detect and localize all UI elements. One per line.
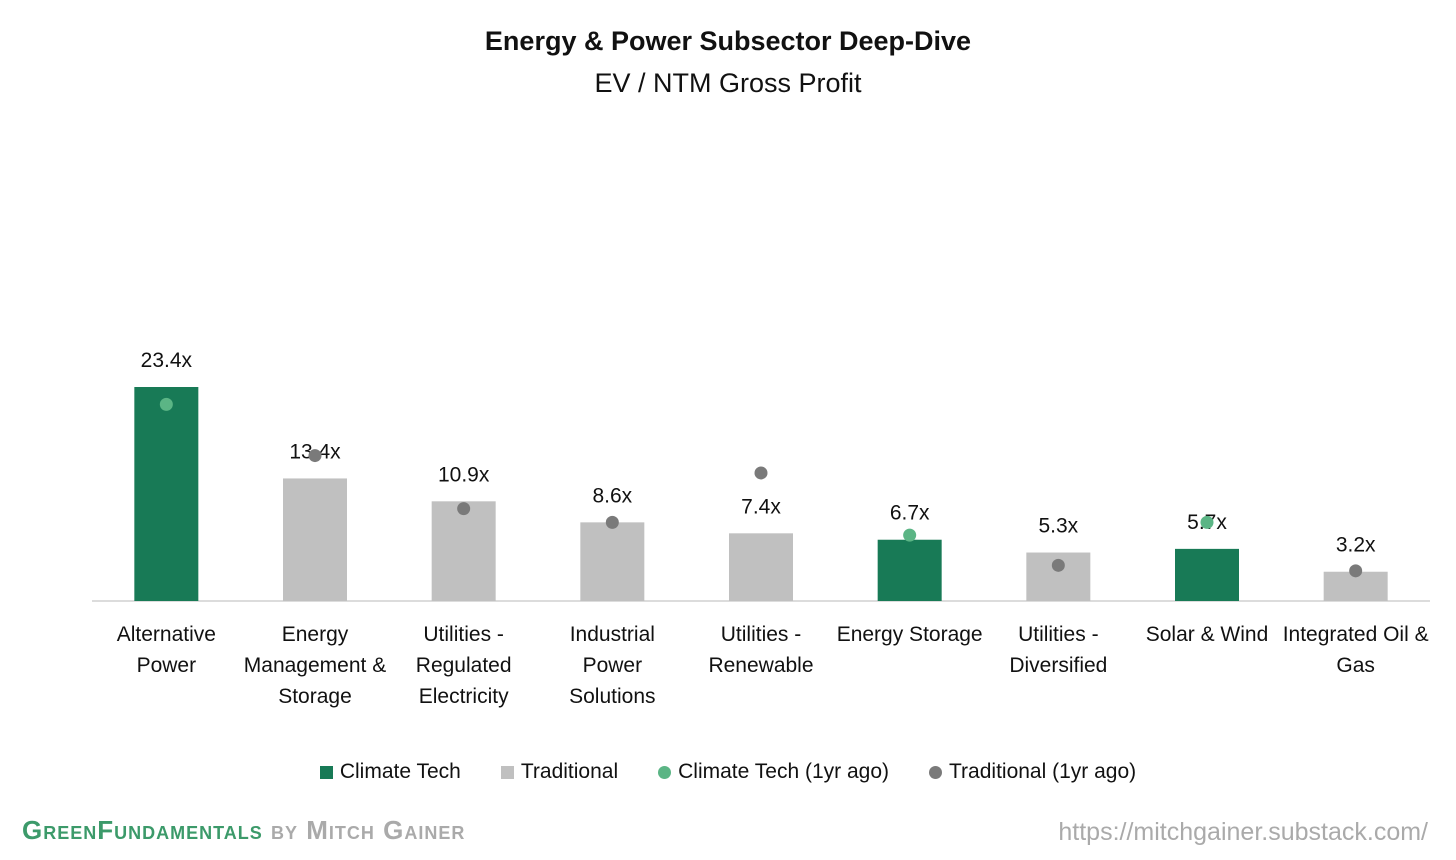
x-tick-label: Energy Storage	[836, 623, 983, 646]
value-label: 7.4x	[741, 495, 781, 518]
x-tick-label: Utilities - Regulated Electricity	[415, 623, 512, 708]
dot	[308, 449, 322, 463]
dot	[1051, 558, 1065, 572]
legend-label: Traditional (1yr ago)	[949, 760, 1137, 783]
x-tick-label: Integrated Oil & Gas	[1282, 623, 1429, 677]
brand-name: GreenFundamentals	[22, 815, 263, 845]
source-url: https://mitchgainer.substack.com/	[1058, 818, 1428, 846]
value-label: 3.2x	[1336, 534, 1376, 557]
legend-item: Climate Tech	[319, 760, 461, 784]
bar	[877, 539, 942, 601]
legend-swatch	[658, 765, 672, 779]
value-label: 23.4x	[141, 349, 193, 372]
dot	[457, 502, 471, 516]
x-tick-label: Alternative Power	[116, 623, 216, 677]
bar	[729, 533, 793, 601]
bar	[580, 522, 645, 601]
legend-swatch	[500, 765, 514, 779]
x-tick-label: Solar & Wind	[1145, 623, 1269, 646]
value-label: 6.7x	[890, 502, 930, 525]
bar	[431, 501, 496, 601]
legend-swatch	[319, 765, 333, 779]
legend: Climate Tech Traditional Climate Tech (1yr…	[0, 760, 1456, 784]
dot	[754, 466, 768, 480]
legend-label: Climate Tech	[339, 760, 461, 783]
dot	[1349, 564, 1363, 578]
x-tick-label: Utilities - Renewable	[708, 623, 814, 677]
x-tick-label: Energy Management & Storage	[243, 623, 387, 708]
dot	[903, 528, 917, 542]
value-label: 5.3x	[1038, 515, 1078, 538]
x-tick-label: Utilities - Diversified	[1009, 623, 1108, 677]
legend-item: Traditional (1yr ago)	[929, 760, 1136, 784]
x-tick-label: Industrial Power Solutions	[569, 623, 656, 708]
bar	[1175, 548, 1239, 601]
legend-swatch	[929, 765, 942, 779]
bar	[283, 478, 347, 601]
byline: by Mitch Gainer	[271, 815, 466, 845]
legend-label: Climate Tech (1yr ago)	[678, 760, 889, 783]
legend-label: Traditional	[520, 760, 619, 783]
legend-item: Climate Tech (1yr ago)	[658, 760, 889, 784]
value-label: 8.6x	[592, 484, 632, 507]
dot	[159, 397, 173, 411]
dot	[605, 515, 619, 529]
bar	[134, 387, 199, 601]
value-label: 10.9x	[438, 463, 490, 486]
legend-item: Traditional	[500, 760, 619, 784]
chart-title: Energy & Power Subsector Deep-Dive	[484, 26, 972, 56]
dot	[1200, 515, 1214, 529]
chart-subtitle: EV / NTM Gross Profit	[594, 68, 862, 98]
brand: GreenFundamentals by Mitch Gainer	[22, 815, 465, 846]
